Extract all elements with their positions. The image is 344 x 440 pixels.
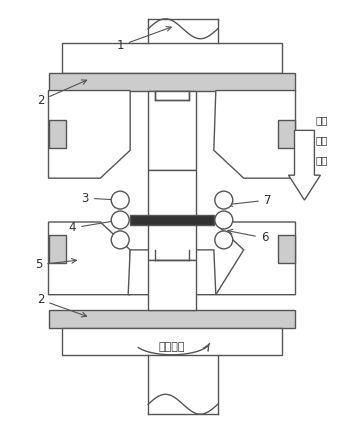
Text: 压力: 压力: [315, 115, 327, 125]
Bar: [148, 91, 196, 170]
Text: 4: 4: [69, 219, 116, 235]
Bar: [63, 327, 281, 356]
Polygon shape: [214, 222, 295, 295]
Text: 2: 2: [37, 80, 87, 107]
Text: 6: 6: [228, 229, 268, 245]
Bar: [63, 43, 281, 73]
Polygon shape: [49, 91, 130, 178]
Bar: [49, 235, 66, 263]
Circle shape: [215, 211, 233, 229]
Text: 方向: 方向: [315, 155, 327, 165]
Polygon shape: [289, 130, 320, 200]
Circle shape: [111, 211, 129, 229]
Text: 5: 5: [35, 258, 76, 271]
Polygon shape: [49, 222, 130, 295]
Circle shape: [111, 231, 129, 249]
Text: 7: 7: [228, 194, 271, 207]
Text: 1: 1: [117, 26, 171, 52]
Bar: [49, 73, 295, 91]
Bar: [148, 260, 196, 310]
Circle shape: [215, 191, 233, 209]
Text: 2: 2: [37, 293, 87, 317]
Bar: [278, 235, 295, 263]
Bar: [130, 215, 214, 225]
Bar: [148, 170, 196, 260]
Polygon shape: [128, 250, 216, 295]
Bar: [49, 121, 66, 148]
Bar: [278, 121, 295, 148]
Text: 加载: 加载: [315, 136, 327, 145]
Bar: [155, 91, 189, 100]
Text: 旋转方向: 旋转方向: [159, 342, 185, 352]
Circle shape: [111, 191, 129, 209]
Polygon shape: [214, 91, 295, 178]
Bar: [49, 310, 295, 327]
Text: 3: 3: [82, 191, 116, 205]
Circle shape: [215, 231, 233, 249]
